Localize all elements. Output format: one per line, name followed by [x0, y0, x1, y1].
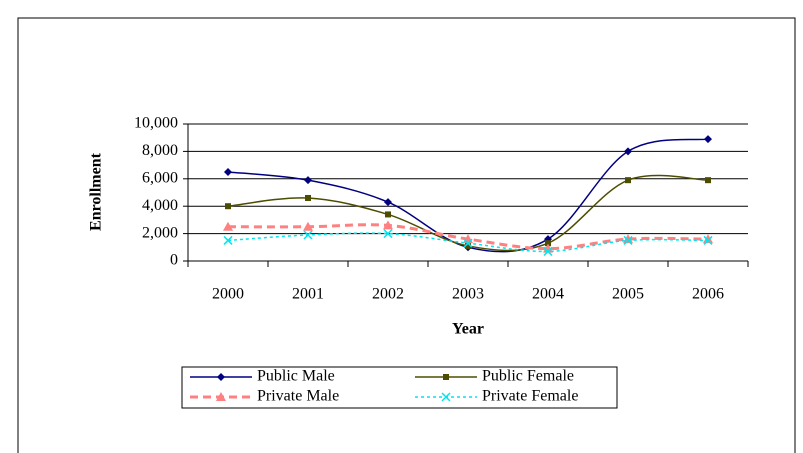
legend-label: Private Male	[257, 388, 339, 405]
y-tick-label: 8,000	[142, 142, 178, 159]
x-tick-label: 2006	[692, 286, 724, 303]
marker	[463, 238, 473, 248]
marker	[465, 242, 471, 249]
y-tick-label: 4,000	[142, 197, 178, 214]
marker	[223, 221, 233, 231]
marker	[545, 240, 551, 247]
legend-label: Public Female	[482, 368, 574, 385]
marker	[224, 167, 232, 176]
x-tick-label: 2004	[532, 286, 564, 303]
marker	[383, 229, 393, 239]
marker	[625, 177, 631, 184]
marker	[304, 176, 312, 185]
legend-label: Public Male	[257, 368, 335, 385]
marker	[624, 147, 632, 156]
marker	[543, 243, 553, 253]
marker	[384, 198, 392, 207]
marker	[443, 374, 449, 380]
x-tick-label: 2003	[452, 286, 484, 303]
x-tick-label: 2001	[292, 286, 324, 303]
marker	[223, 235, 233, 245]
x-axis-label: Year	[452, 321, 484, 338]
marker	[383, 220, 393, 230]
x-tick-label: 2002	[372, 286, 404, 303]
chart-frame	[17, 17, 796, 453]
legend-box	[181, 366, 618, 409]
marker	[623, 235, 633, 245]
marker	[705, 177, 711, 184]
marker	[216, 392, 226, 401]
y-tick-label: 0	[170, 252, 178, 269]
marker	[217, 373, 225, 381]
marker	[441, 392, 451, 402]
x-tick-label: 2005	[612, 286, 644, 303]
y-tick-label: 2,000	[142, 224, 178, 241]
x-tick-label: 2000	[212, 286, 244, 303]
marker	[303, 230, 313, 240]
marker	[303, 221, 313, 231]
y-tick-label: 6,000	[142, 169, 178, 186]
marker	[703, 234, 713, 244]
marker	[703, 235, 713, 245]
y-axis-label: Enrollment	[88, 152, 105, 231]
marker	[385, 211, 391, 218]
marker	[543, 246, 553, 256]
legend-label: Private Female	[482, 388, 578, 405]
marker	[225, 203, 231, 210]
marker	[305, 194, 311, 201]
y-tick-label: 10,000	[134, 115, 178, 132]
marker	[704, 135, 712, 144]
